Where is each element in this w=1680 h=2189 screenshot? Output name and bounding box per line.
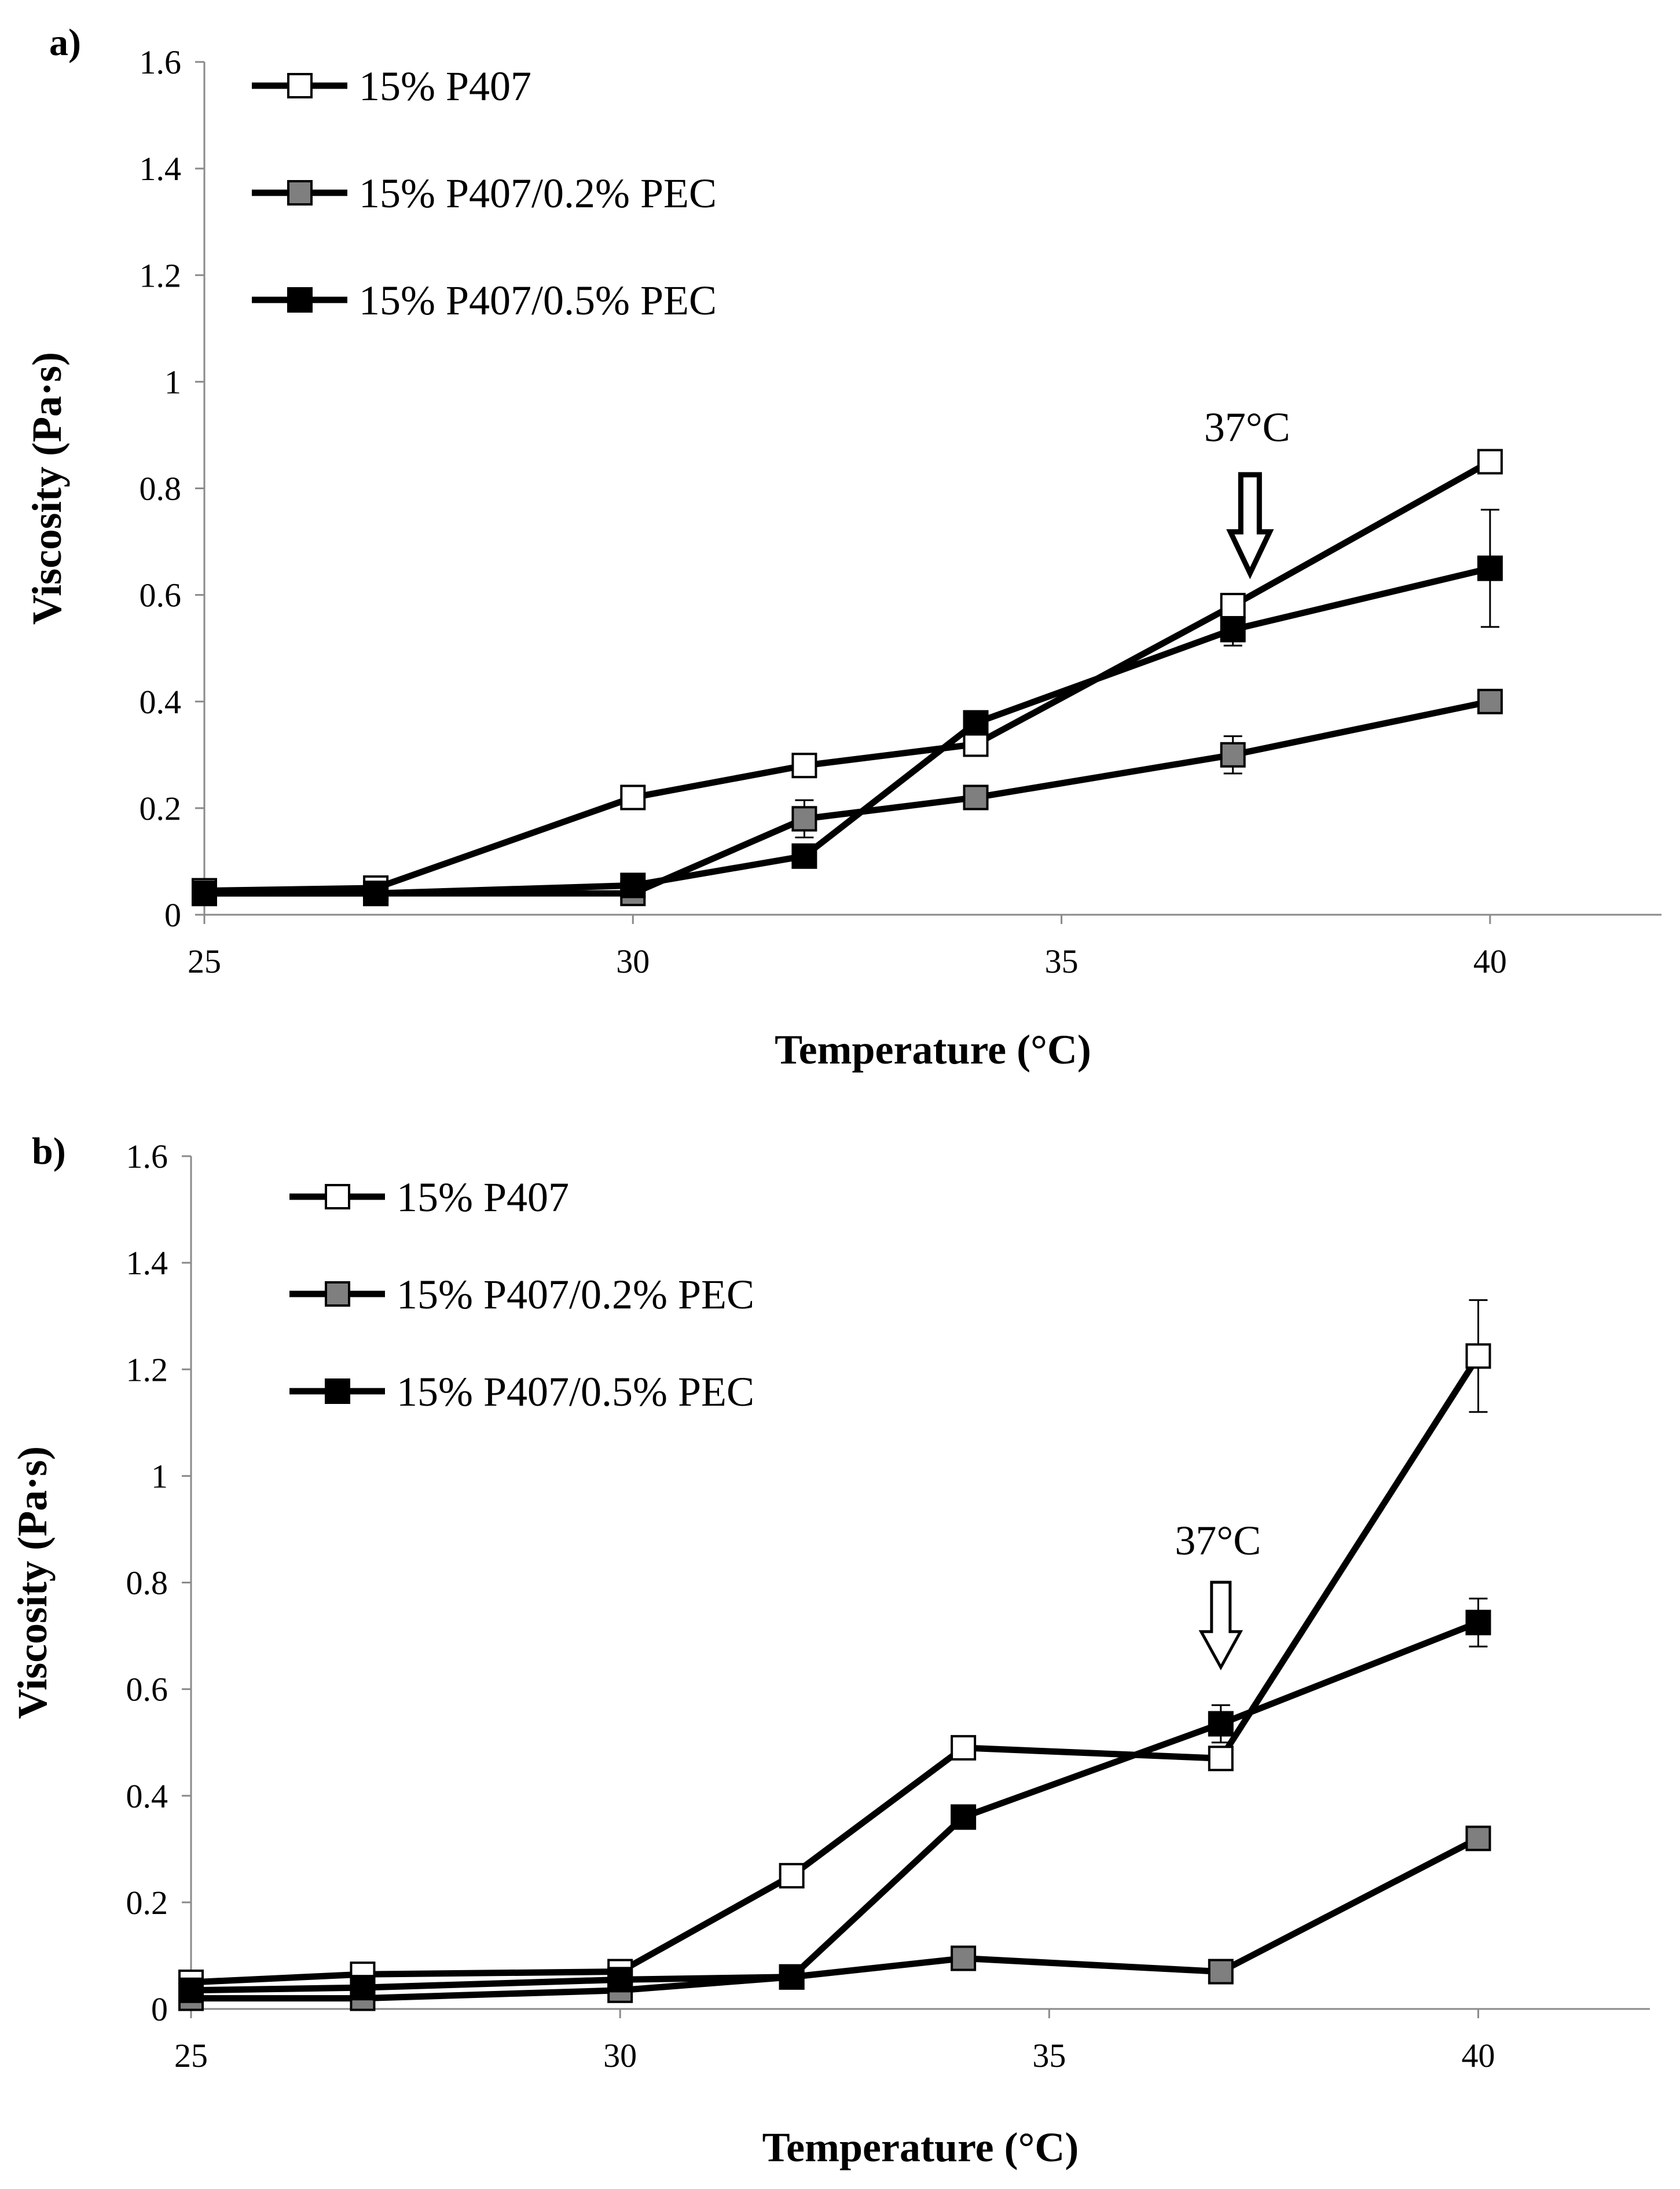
data-point-marker: [791, 806, 817, 832]
x-tick-label: 40: [1462, 2037, 1495, 2074]
x-axis-title: Temperature (°C): [762, 2124, 1079, 2170]
data-point-marker: [963, 784, 989, 811]
x-tick-label: 40: [1473, 943, 1507, 980]
legend-marker: [287, 287, 313, 313]
series-line: [190, 1354, 1481, 1986]
series-markers-1: [192, 688, 1503, 907]
data-point-marker: [1477, 449, 1503, 475]
y-tick-label: 0.8: [140, 470, 182, 508]
data-point-marker: [1220, 742, 1246, 768]
series-markers-0: [178, 1343, 1491, 1995]
y-tick-label: 1.6: [140, 43, 182, 81]
data-point-marker: [1208, 1711, 1234, 1737]
legend-label: 15% P407: [359, 63, 531, 109]
x-tick-label: 30: [616, 943, 650, 980]
data-point-marker: [791, 843, 817, 869]
legend-marker: [325, 1378, 350, 1404]
y-tick-label: 1.6: [126, 1138, 168, 1175]
legend-entry: 15% P407/0.2% PEC: [289, 1271, 754, 1318]
data-point-marker: [1477, 555, 1503, 581]
annotation-label: 37°C: [1204, 404, 1290, 450]
data-point-marker: [350, 1975, 376, 2001]
chart-panel-a: a) 0 0.2 0.4 0.6 0.8 1 1.2 1.4 1.6 25 30 35 40 Tempera…: [24, 21, 1661, 1073]
legend-entry: 15% P407/0.2% PEC: [252, 170, 717, 217]
data-point-marker: [363, 881, 389, 907]
data-point-marker: [1465, 1343, 1491, 1369]
data-point-marker: [779, 1964, 805, 1990]
annotation-label: 37°C: [1175, 1517, 1261, 1564]
y-tick-label: 1: [151, 1457, 168, 1495]
data-point-marker: [951, 1945, 977, 1971]
series-markers-2: [178, 1609, 1491, 2003]
data-point-marker: [1465, 1609, 1491, 1636]
data-point-marker: [607, 1967, 633, 1993]
series-markers-0: [192, 449, 1503, 904]
legend-entry: 15% P407: [289, 1174, 569, 1220]
y-tick-label: 0.6: [140, 577, 182, 614]
y-tick-label: 0.8: [126, 1564, 168, 1602]
legend-marker: [325, 1184, 350, 1209]
y-tick-label: 0.2: [126, 1884, 168, 1922]
y-tick-label: 0.4: [126, 1777, 168, 1815]
panel-label: b): [32, 1130, 66, 1172]
annotation-arrow-icon: [1226, 472, 1274, 580]
legend-entry: 15% P407/0.5% PEC: [252, 277, 717, 324]
data-point-marker: [178, 1977, 204, 2003]
data-point-marker: [963, 710, 989, 736]
y-tick-label: 1.2: [140, 256, 182, 294]
y-tick-label: 0.4: [140, 683, 182, 721]
data-point-marker: [620, 784, 646, 811]
series-0: [190, 1299, 1488, 1986]
series-1: [204, 698, 1491, 897]
y-tick-label: 0: [164, 896, 181, 934]
y-tick-label: 0: [151, 1990, 168, 2028]
data-point-marker: [1220, 593, 1246, 619]
legend-entry: 15% P407: [252, 63, 531, 109]
legend-label: 15% P407: [397, 1174, 569, 1220]
y-tick-label: 1: [164, 363, 181, 401]
y-tick-label: 1.4: [126, 1244, 168, 1282]
data-point-marker: [192, 881, 217, 907]
data-point-marker: [1208, 1746, 1234, 1772]
y-axis-title: Viscosity (Pa·s): [24, 352, 70, 625]
x-tick-label: 35: [1045, 943, 1079, 980]
legend-marker: [287, 73, 313, 98]
legend-marker: [325, 1281, 350, 1307]
y-axis-title: Viscosity (Pa·s): [9, 1446, 56, 1719]
legend-marker: [287, 180, 313, 206]
annotation-arrow-icon: [1198, 1581, 1244, 1671]
legend-entry: 15% P407/0.5% PEC: [289, 1369, 754, 1415]
x-tick-label: 30: [603, 2037, 637, 2074]
x-tick-label: 25: [174, 2037, 208, 2074]
data-point-marker: [1465, 1825, 1491, 1851]
y-tick-label: 1.4: [140, 150, 182, 188]
panel-label: a): [49, 21, 81, 64]
series-line: [204, 698, 1491, 897]
data-point-marker: [791, 753, 817, 779]
data-point-marker: [951, 1735, 977, 1761]
series-line: [204, 565, 1491, 897]
data-point-marker: [620, 872, 646, 899]
legend-label: 15% P407/0.2% PEC: [359, 170, 717, 217]
data-point-marker: [1477, 688, 1503, 714]
x-axis-title: Temperature (°C): [775, 1026, 1091, 1073]
y-tick-label: 0.6: [126, 1671, 168, 1708]
legend-label: 15% P407/0.5% PEC: [397, 1369, 754, 1415]
data-point-marker: [963, 731, 989, 757]
series-markers-2: [192, 555, 1503, 907]
y-tick-label: 1.2: [126, 1351, 168, 1388]
data-point-marker: [1208, 1959, 1234, 1985]
y-tick-label: 0.2: [140, 790, 182, 827]
data-point-marker: [1220, 617, 1246, 643]
data-point-marker: [951, 1804, 977, 1830]
x-tick-label: 25: [188, 943, 221, 980]
legend-label: 15% P407/0.5% PEC: [359, 277, 717, 324]
legend-label: 15% P407/0.2% PEC: [397, 1271, 754, 1318]
x-tick-label: 35: [1032, 2037, 1066, 2074]
chart-panel-b: b) 0 0.2 0.4 0.6 0.8 1 1.2 1.4 1.6 25 30 35 40 Tempera…: [9, 1130, 1650, 2170]
series-markers-1: [178, 1825, 1491, 2011]
data-point-marker: [779, 1862, 805, 1889]
